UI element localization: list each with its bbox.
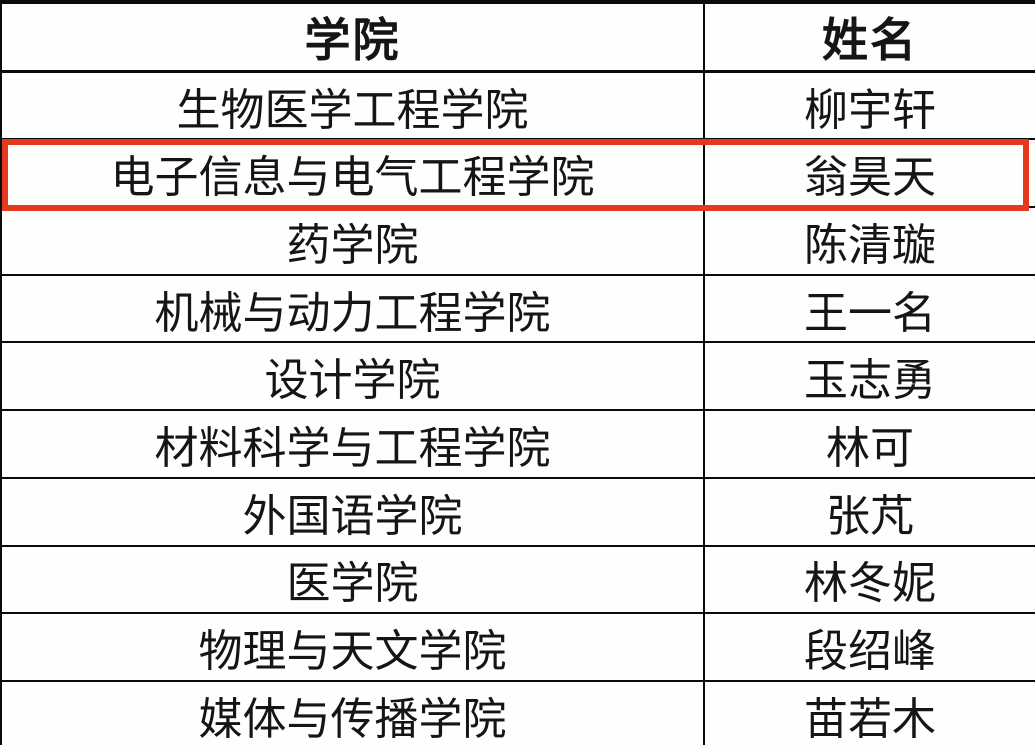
college-cell: 医学院 xyxy=(0,544,705,615)
header-row: 学院 姓名 xyxy=(0,1,1035,73)
college-cell: 物理与天文学院 xyxy=(0,612,705,682)
name-cell: 段绍峰 xyxy=(703,612,1035,682)
table-row: 电子信息与电气工程学院 翁昊天 xyxy=(0,138,1035,208)
table-row: 材料科学与工程学院 林可 xyxy=(0,409,1035,479)
table-row: 设计学院 玉志勇 xyxy=(0,341,1035,412)
table-row: 机械与动力工程学院 王一名 xyxy=(0,273,1035,344)
name-cell: 玉志勇 xyxy=(703,341,1035,412)
table-row: 物理与天文学院 段绍峰 xyxy=(0,612,1035,682)
table-row: 媒体与传播学院 苗若木 xyxy=(0,679,1035,745)
name-cell: 柳宇轩 xyxy=(703,70,1035,141)
college-cell: 设计学院 xyxy=(0,341,705,412)
name-cell: 王一名 xyxy=(703,273,1035,344)
name-cell: 林冬妮 xyxy=(703,544,1035,615)
college-cell: 电子信息与电气工程学院 xyxy=(0,138,705,208)
table-row: 药学院 陈清璇 xyxy=(0,205,1035,276)
college-cell: 材料科学与工程学院 xyxy=(0,409,705,479)
college-cell: 媒体与传播学院 xyxy=(0,679,705,745)
name-cell: 林可 xyxy=(703,409,1035,479)
college-cell: 外国语学院 xyxy=(0,476,705,547)
name-cell: 陈清璇 xyxy=(703,205,1035,276)
name-cell: 翁昊天 xyxy=(703,138,1035,208)
table-body: 生物医学工程学院 柳宇轩 电子信息与电气工程学院 翁昊天 药学院 陈清璇 机械与… xyxy=(0,70,1035,745)
header-name: 姓名 xyxy=(703,1,1035,73)
table-row: 医学院 林冬妮 xyxy=(0,544,1035,615)
name-cell: 苗若木 xyxy=(703,679,1035,745)
name-cell: 张芃 xyxy=(703,476,1035,547)
college-cell: 生物医学工程学院 xyxy=(0,70,705,141)
table-row: 外国语学院 张芃 xyxy=(0,476,1035,547)
college-cell: 药学院 xyxy=(0,205,705,276)
header-college: 学院 xyxy=(0,1,705,73)
table-row: 生物医学工程学院 柳宇轩 xyxy=(0,70,1035,141)
college-cell: 机械与动力工程学院 xyxy=(0,273,705,344)
